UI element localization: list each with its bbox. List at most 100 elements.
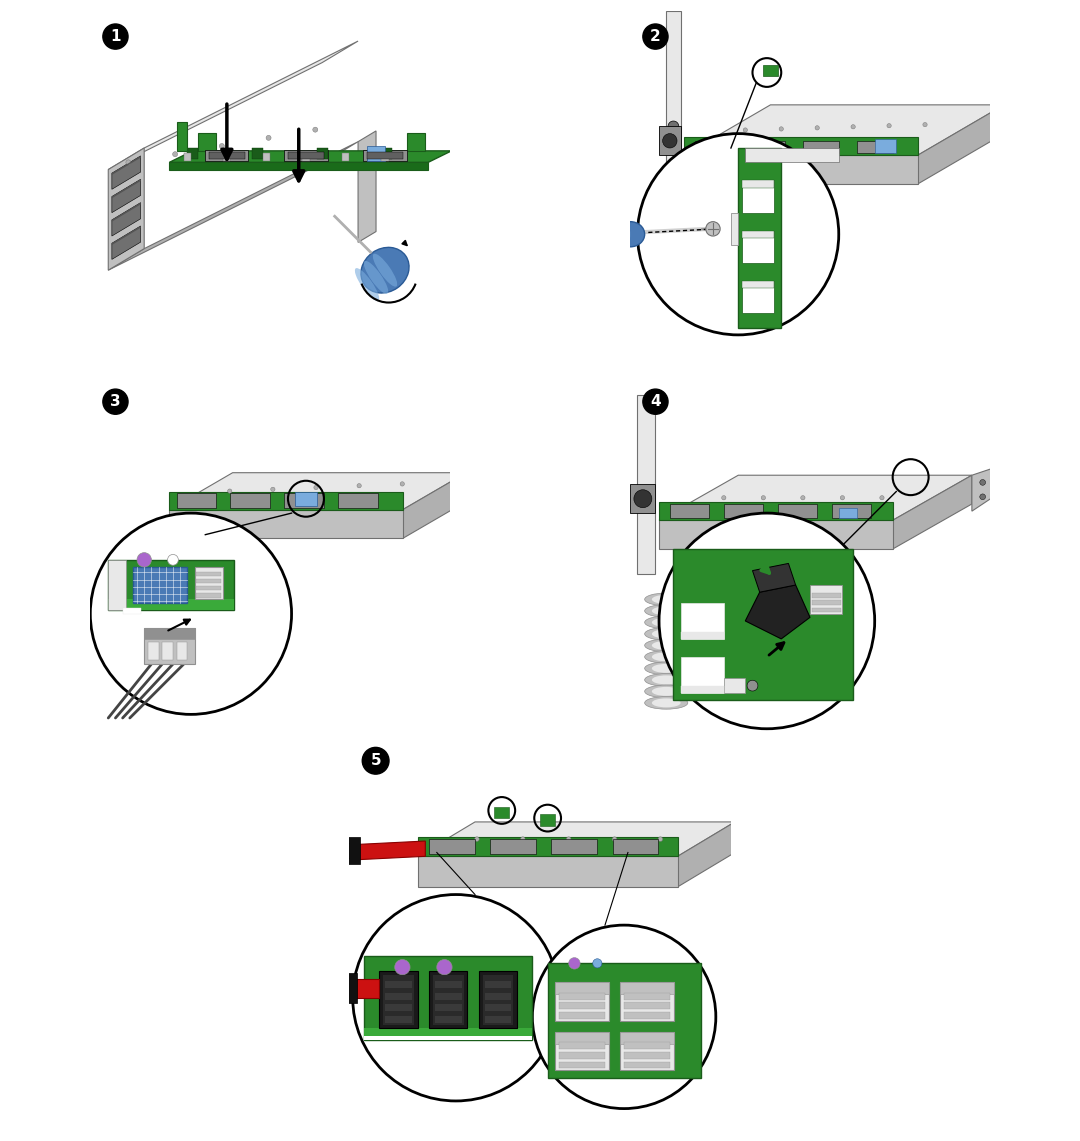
Ellipse shape — [373, 253, 397, 286]
Circle shape — [103, 24, 129, 49]
Circle shape — [436, 960, 453, 974]
Polygon shape — [112, 226, 140, 259]
Bar — [197, 572, 221, 576]
Circle shape — [663, 133, 677, 148]
Bar — [295, 492, 316, 505]
Polygon shape — [745, 585, 810, 639]
Bar — [624, 1012, 670, 1019]
Polygon shape — [170, 492, 403, 510]
Bar — [485, 981, 511, 988]
Circle shape — [103, 389, 129, 414]
Bar — [490, 839, 536, 855]
Circle shape — [743, 826, 750, 833]
Circle shape — [721, 495, 726, 500]
Bar — [495, 807, 510, 818]
Bar — [208, 152, 245, 159]
Bar — [364, 956, 532, 1039]
Bar — [620, 982, 674, 994]
Circle shape — [880, 495, 885, 500]
Bar — [856, 140, 893, 153]
Polygon shape — [734, 818, 758, 860]
Polygon shape — [349, 841, 426, 860]
Bar — [337, 843, 349, 858]
Circle shape — [887, 123, 891, 128]
Ellipse shape — [652, 618, 680, 626]
Polygon shape — [659, 520, 893, 549]
Polygon shape — [112, 156, 140, 189]
Bar — [284, 493, 324, 508]
Ellipse shape — [645, 628, 688, 640]
Circle shape — [395, 960, 410, 974]
Ellipse shape — [355, 268, 379, 301]
Ellipse shape — [645, 616, 688, 629]
Bar — [680, 657, 724, 693]
Bar — [624, 993, 670, 1000]
Circle shape — [659, 513, 875, 729]
Circle shape — [761, 495, 766, 500]
Polygon shape — [112, 179, 140, 212]
Bar — [674, 549, 853, 701]
Ellipse shape — [616, 221, 645, 246]
Bar — [364, 149, 406, 161]
Polygon shape — [972, 468, 994, 511]
Bar — [1005, 51, 1021, 68]
Circle shape — [840, 495, 845, 500]
Bar — [624, 1043, 670, 1050]
Ellipse shape — [645, 673, 688, 686]
Bar — [197, 593, 221, 598]
Circle shape — [532, 925, 716, 1109]
Bar — [624, 1002, 670, 1009]
Bar — [1005, 108, 1021, 127]
Circle shape — [669, 121, 679, 132]
Ellipse shape — [652, 606, 680, 615]
Circle shape — [362, 747, 389, 774]
Ellipse shape — [645, 650, 688, 663]
Bar — [383, 974, 414, 1025]
Polygon shape — [170, 472, 467, 510]
Circle shape — [800, 495, 805, 500]
Bar — [540, 815, 555, 826]
Bar — [381, 153, 389, 161]
Polygon shape — [738, 148, 781, 327]
Bar — [748, 140, 785, 153]
Bar — [176, 493, 216, 508]
Bar — [680, 602, 724, 639]
Ellipse shape — [652, 653, 680, 662]
Bar — [364, 1028, 532, 1039]
Circle shape — [314, 485, 319, 489]
Ellipse shape — [652, 687, 680, 696]
Bar — [145, 628, 194, 639]
Bar — [875, 139, 896, 153]
Text: 3: 3 — [110, 394, 121, 410]
Bar — [812, 600, 840, 605]
Bar — [659, 127, 680, 155]
Polygon shape — [198, 132, 216, 151]
Polygon shape — [918, 105, 1004, 184]
Bar — [680, 686, 724, 693]
Polygon shape — [112, 203, 140, 221]
Bar — [230, 493, 270, 508]
Ellipse shape — [645, 605, 688, 617]
Circle shape — [167, 555, 178, 565]
Bar — [123, 608, 140, 614]
Bar — [176, 642, 187, 661]
Polygon shape — [745, 148, 839, 162]
Circle shape — [980, 479, 986, 485]
Bar — [194, 567, 224, 599]
Circle shape — [521, 836, 525, 841]
Circle shape — [313, 127, 318, 132]
Bar — [620, 1033, 674, 1044]
Circle shape — [271, 487, 275, 492]
Circle shape — [637, 133, 839, 334]
Bar — [197, 578, 221, 583]
Bar — [559, 1052, 605, 1059]
Circle shape — [747, 680, 758, 691]
Bar — [341, 837, 361, 864]
Bar — [435, 993, 461, 1000]
Polygon shape — [108, 148, 145, 270]
Text: 5: 5 — [370, 753, 381, 768]
Bar — [764, 65, 778, 76]
Bar — [559, 1012, 605, 1019]
Bar — [742, 180, 774, 187]
Circle shape — [743, 842, 750, 848]
